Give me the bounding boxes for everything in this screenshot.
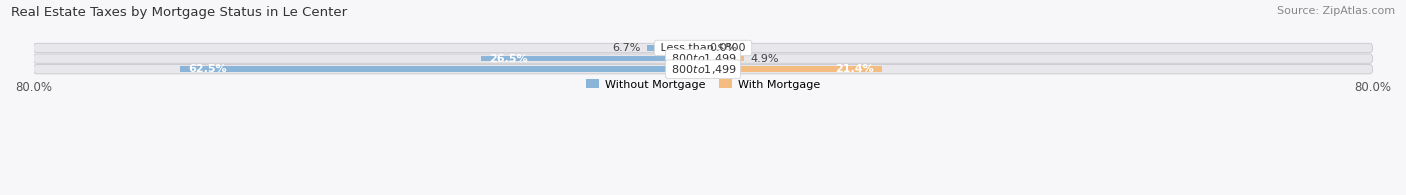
Bar [180, 66, 703, 72]
FancyBboxPatch shape [34, 43, 1372, 53]
Bar [703, 56, 744, 61]
Bar [481, 56, 703, 61]
Text: 21.4%: 21.4% [835, 64, 873, 74]
Bar [703, 66, 882, 72]
Text: 62.5%: 62.5% [188, 64, 226, 74]
Text: $800 to $1,499: $800 to $1,499 [668, 63, 738, 76]
Text: 26.5%: 26.5% [489, 54, 529, 64]
Text: Source: ZipAtlas.com: Source: ZipAtlas.com [1277, 6, 1395, 16]
FancyBboxPatch shape [34, 54, 1372, 63]
FancyBboxPatch shape [34, 65, 1372, 74]
Legend: Without Mortgage, With Mortgage: Without Mortgage, With Mortgage [582, 75, 824, 94]
Bar [647, 45, 703, 51]
Text: 4.9%: 4.9% [751, 54, 779, 64]
Text: Less than $800: Less than $800 [657, 43, 749, 53]
Text: Real Estate Taxes by Mortgage Status in Le Center: Real Estate Taxes by Mortgage Status in … [11, 6, 347, 19]
Text: 6.7%: 6.7% [612, 43, 640, 53]
Text: $800 to $1,499: $800 to $1,499 [668, 52, 738, 65]
Text: 0.0%: 0.0% [710, 43, 738, 53]
